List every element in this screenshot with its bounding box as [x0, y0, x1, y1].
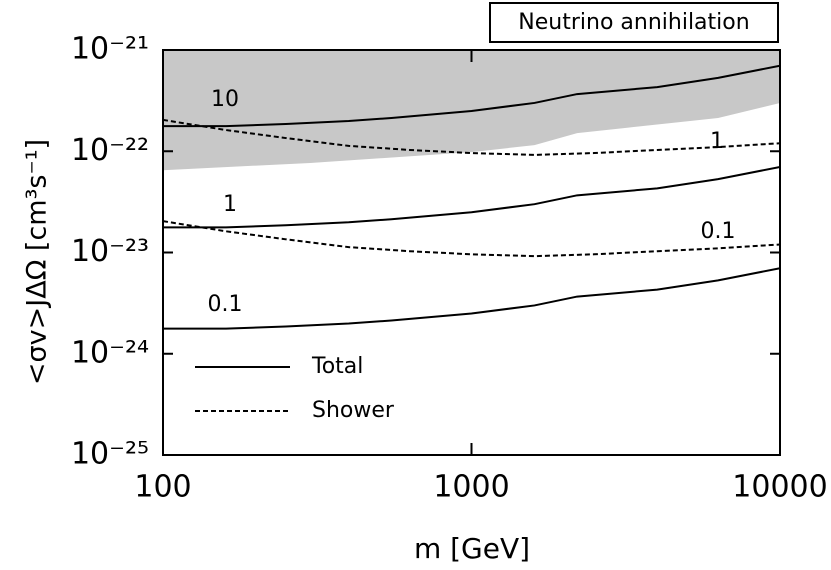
y-tick-label: 10⁻²¹	[71, 32, 149, 67]
y-tick-label: 10⁻²²	[71, 133, 149, 168]
curve-label: 1	[710, 129, 724, 154]
curve-label: 10	[211, 87, 239, 112]
y-tick-label: 10⁻²³	[71, 234, 149, 269]
total-curve	[163, 165, 780, 229]
shower-curve	[163, 220, 780, 258]
y-tick-label: 10⁻²⁴	[71, 335, 149, 370]
total-curve	[163, 64, 780, 128]
title-box	[489, 2, 779, 43]
curve-label: 1	[223, 192, 237, 217]
legend-label: Total	[311, 354, 363, 379]
curve-label: 0.1	[701, 219, 736, 244]
x-tick-label: 1000	[433, 470, 509, 505]
y-tick-label: 10⁻²⁵	[71, 437, 149, 472]
x-tick-label: 10000	[732, 470, 827, 505]
legend-label: Shower	[312, 398, 395, 423]
x-tick-label: 100	[134, 470, 191, 505]
shower-curve	[163, 118, 780, 156]
curve-label: 0.1	[208, 292, 243, 317]
total-curve	[163, 267, 780, 330]
x-axis-label: m [GeV]	[414, 532, 530, 565]
chart-title: Neutrino annihilation	[518, 10, 749, 35]
y-axis-label: <σv>JΔΩ [cm³s⁻¹]	[22, 139, 53, 385]
